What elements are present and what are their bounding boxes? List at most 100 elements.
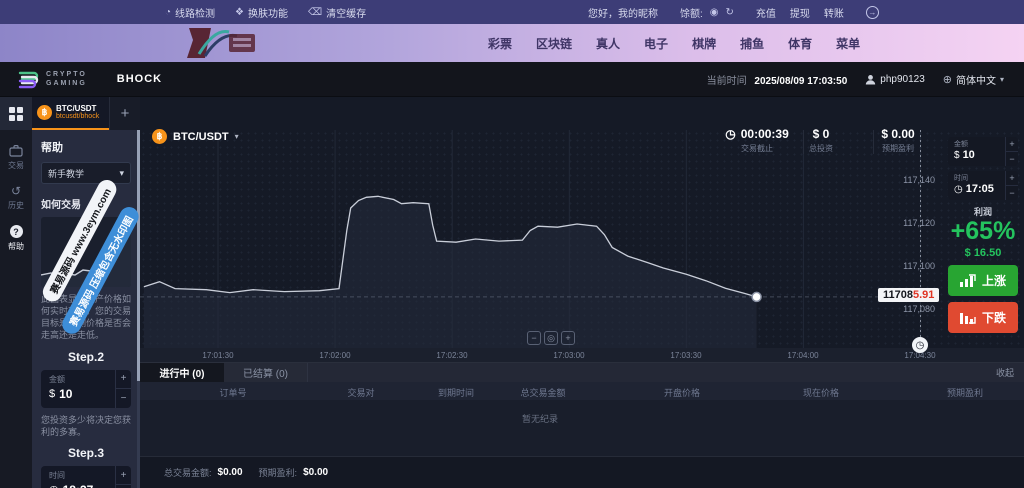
- withdraw-link[interactable]: 提现: [789, 8, 810, 20]
- nav-item[interactable]: 电子: [644, 36, 669, 51]
- amount-decrease-button[interactable]: −: [120, 392, 127, 404]
- order-time-label: 时间: [954, 175, 968, 182]
- time-field: 时间 ◷ 18:37 + −: [41, 465, 131, 488]
- amount-input[interactable]: 金额 $ 10: [41, 370, 115, 408]
- amount-increase-button[interactable]: +: [116, 370, 131, 390]
- nav-item[interactable]: 捕鱼: [740, 36, 765, 51]
- recharge-link[interactable]: 充值: [755, 8, 776, 20]
- help-panel-title: 帮助: [41, 142, 63, 154]
- footer-total-label: 总交易金额:: [164, 468, 212, 478]
- transfer-link[interactable]: 转账: [823, 8, 844, 20]
- empty-records-text: 暂无纪录: [521, 414, 558, 424]
- time-tick: 17:03:30: [670, 351, 702, 360]
- language-selector[interactable]: ⊕ 简体中文 ▾: [943, 72, 1004, 87]
- current-price-highlight: 5.91: [912, 289, 935, 301]
- greeting-text: 您好，我的昵称: [588, 8, 658, 20]
- chevron-down-icon: ▾: [234, 132, 239, 141]
- rail-item-help[interactable]: ? 帮助: [0, 225, 32, 252]
- rail-item-history[interactable]: ↺ 历史: [0, 185, 32, 211]
- nav-item[interactable]: 体育: [788, 36, 813, 51]
- countdown-stat: ◷ 00:00:39 交易截止: [697, 127, 817, 154]
- username: php90123: [880, 73, 925, 85]
- rail-trade-label: 交易: [8, 161, 24, 170]
- expected-profit-stat: $ 0.00 预期盈利: [858, 127, 938, 154]
- side-panel-scrollbar[interactable]: [137, 130, 140, 488]
- clear-cache-label: 清空缓存: [326, 8, 367, 20]
- apps-grid-button[interactable]: [0, 97, 32, 130]
- order-amount-increase-button[interactable]: +: [1006, 137, 1018, 152]
- site-logo[interactable]: [185, 26, 277, 60]
- invested-stat: $ 0 总投资: [781, 127, 861, 154]
- step3-title: Step.3: [67, 445, 104, 460]
- buy-down-label: 下跌: [981, 311, 1006, 326]
- pair-tabstrip: ฿ BTC/USDT btcusdt/bhock +: [32, 97, 140, 130]
- nav-item[interactable]: 区块链: [536, 36, 573, 51]
- nav-item[interactable]: 菜单: [836, 36, 861, 51]
- amount-value: 10: [59, 386, 73, 401]
- currency-symbol: $: [49, 387, 56, 400]
- language-label: 简体中文: [955, 75, 996, 87]
- price-chart-svg: [140, 130, 935, 348]
- step2-note: 您投资多少将决定您获利的多寡。: [41, 414, 132, 437]
- skin-switch-link[interactable]: ❖ 换肤功能: [235, 5, 288, 20]
- chart-up-icon: [959, 274, 976, 288]
- time-axis: 17:01:30 17:02:00 17:02:30 17:03:00 17:03:30…: [140, 348, 1024, 362]
- logout-icon[interactable]: →: [865, 5, 879, 19]
- zoom-out-button[interactable]: −: [527, 331, 541, 345]
- expiry-clock-marker: ◷: [912, 337, 928, 353]
- chart-pane: ฿ BTC/USDT ▾ ◷ 00:00:39 交易截止 $ 0 总投资 $ 0…: [140, 97, 1024, 488]
- order-time-decrease-button[interactable]: −: [1009, 188, 1015, 198]
- zoom-in-button[interactable]: +: [561, 331, 575, 345]
- order-time-input[interactable]: 时间 ◷ 17:05: [948, 171, 1005, 200]
- tutorial-select[interactable]: 新手教学 ▾: [41, 162, 131, 184]
- buy-down-button[interactable]: 下跌: [948, 302, 1018, 334]
- user-icon: [866, 74, 876, 84]
- topbar-right: 您好，我的昵称 馀额: ◉ ↻ 充值 提现 转账 →: [588, 5, 879, 20]
- time-increase-button[interactable]: +: [116, 466, 131, 486]
- buy-up-button[interactable]: 上涨: [948, 265, 1018, 297]
- grid-icon: [9, 106, 23, 121]
- order-amount-label: 金额: [954, 141, 968, 148]
- current-time-value: 2025/08/09 17:03:50: [754, 75, 848, 87]
- nav-item[interactable]: 棋牌: [692, 36, 717, 51]
- rail-item-trade[interactable]: 交易: [0, 144, 32, 171]
- time-tick: 17:02:00: [319, 351, 351, 360]
- add-pair-tab-button[interactable]: +: [109, 97, 140, 130]
- chart-pair-selector[interactable]: ฿ BTC/USDT ▾: [152, 129, 239, 144]
- chevron-down-icon: ▾: [119, 167, 124, 178]
- brand-line-2: GAMING: [46, 80, 87, 87]
- clock-icon: ◷: [49, 483, 59, 488]
- nav-item[interactable]: 真人: [596, 36, 621, 51]
- collapse-button[interactable]: 收起: [995, 368, 1014, 378]
- buy-up-label: 上涨: [981, 274, 1006, 289]
- order-amount-input[interactable]: 金额 $ 10: [948, 137, 1005, 166]
- nav-item[interactable]: 彩票: [488, 36, 513, 51]
- speedometer-icon: ◔: [165, 6, 172, 18]
- chart-stats: ◷ 00:00:39 交易截止 $ 0 总投资 $ 0.00 预期盈利: [140, 127, 940, 157]
- crypto-gaming-logo-icon: [18, 71, 39, 89]
- current-price-tag: 117085.91: [878, 288, 940, 302]
- invested-label: 总投资: [809, 144, 833, 153]
- tab-in-progress[interactable]: 进行中 (0): [140, 363, 224, 382]
- pair-tab-btcusdt[interactable]: ฿ BTC/USDT btcusdt/bhock: [32, 97, 109, 130]
- order-time-increase-button[interactable]: +: [1006, 171, 1018, 186]
- balance-group: 馀额: ◉ ↻: [680, 5, 734, 20]
- reset-view-button[interactable]: ◎: [544, 331, 558, 345]
- order-time-field: 时间 ◷ 17:05 + −: [948, 171, 1018, 200]
- skin-switch-label: 换肤功能: [248, 8, 289, 20]
- brand-line-1: CRYPTO: [46, 70, 87, 78]
- help-icon: ?: [9, 225, 23, 238]
- time-input[interactable]: 时间 ◷ 18:37: [41, 466, 115, 488]
- navbar-menu: 彩票 区块链 真人 电子 棋牌 捕鱼 体育 菜单: [488, 24, 860, 62]
- order-amount-decrease-button[interactable]: −: [1009, 154, 1015, 164]
- eye-icon[interactable]: ◉: [709, 6, 719, 18]
- how-to-trade-title: 如何交易: [41, 200, 81, 211]
- countdown-value: 00:00:39: [740, 127, 789, 141]
- user-menu[interactable]: php90123: [865, 74, 925, 85]
- tab-settled[interactable]: 已结算 (0): [224, 363, 308, 382]
- current-price-prefix: 11708: [883, 289, 913, 301]
- refresh-icon[interactable]: ↻: [725, 6, 734, 18]
- column-header: 预期盈利: [946, 388, 983, 398]
- line-check-link[interactable]: ◔ 线路检测: [165, 5, 215, 20]
- clear-cache-link[interactable]: ⌫ 清空缓存: [308, 5, 366, 20]
